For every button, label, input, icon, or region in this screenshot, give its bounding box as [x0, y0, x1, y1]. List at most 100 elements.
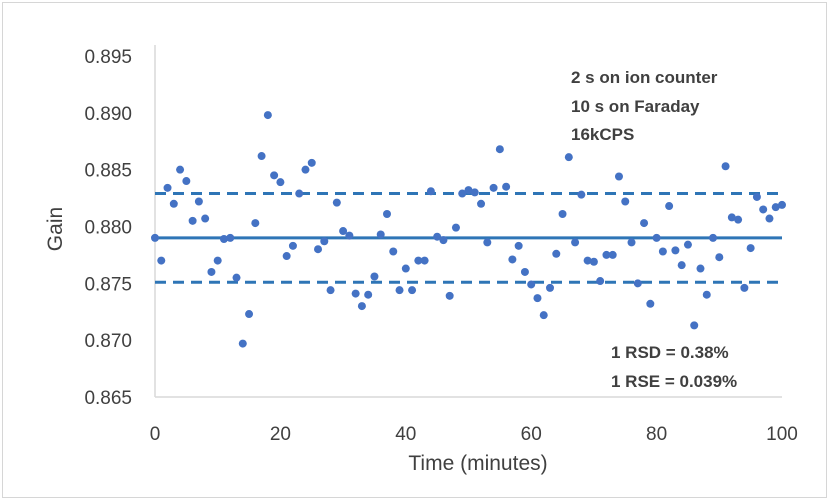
data-point [633, 279, 642, 288]
data-point [401, 264, 410, 273]
x-tick-label: 60 [521, 424, 542, 445]
data-point [451, 223, 460, 232]
x-tick-label: 20 [270, 424, 291, 445]
data-point [332, 198, 341, 207]
x-tick-label: 80 [646, 424, 667, 445]
data-point [420, 256, 429, 265]
data-point [389, 247, 398, 256]
data-point [282, 252, 291, 261]
y-axis-title: Gain [44, 207, 67, 251]
y-tick-label: 0.885 [84, 161, 132, 182]
data-point [301, 165, 310, 174]
data-point [778, 200, 786, 209]
data-point [715, 253, 724, 262]
data-point [433, 232, 442, 241]
data-point [646, 299, 655, 308]
data-point [188, 216, 197, 225]
data-point [232, 273, 241, 282]
data-point [251, 219, 260, 228]
data-point [357, 302, 366, 311]
data-point [759, 205, 768, 214]
data-point [163, 183, 172, 192]
data-point [752, 192, 761, 201]
annotation-kcps: 16kCPS [571, 125, 634, 144]
data-point [339, 227, 348, 236]
data-point [621, 197, 630, 206]
data-point [746, 244, 755, 253]
data-point [596, 277, 605, 286]
data-point [151, 233, 159, 242]
x-tick-labels: 0 20 40 60 80 100 [150, 424, 798, 445]
data-points [151, 111, 786, 348]
data-point [257, 152, 266, 161]
data-point [157, 256, 166, 265]
data-point [245, 310, 254, 319]
data-point [690, 321, 699, 330]
data-point [702, 290, 711, 299]
data-point [677, 261, 686, 270]
x-axis-title: Time (minutes) [408, 452, 547, 475]
y-tick-label: 0.880 [84, 218, 132, 239]
data-point [514, 241, 523, 250]
data-point [345, 231, 354, 240]
data-point [640, 219, 649, 228]
data-point [589, 257, 598, 266]
data-point [395, 286, 404, 295]
data-point [495, 145, 504, 154]
y-tick-label: 0.895 [84, 47, 132, 68]
data-point [288, 241, 297, 250]
data-point [426, 187, 435, 196]
data-point [740, 283, 749, 292]
data-point [326, 286, 335, 295]
data-point [263, 111, 272, 120]
data-point [408, 286, 417, 295]
data-point [652, 233, 661, 242]
data-point [552, 249, 561, 258]
data-point [727, 213, 736, 222]
data-point [564, 153, 573, 162]
data-point [439, 236, 448, 245]
data-point [683, 240, 692, 249]
data-point [470, 188, 479, 197]
data-point [608, 250, 617, 259]
data-point [238, 339, 247, 348]
data-point [458, 189, 467, 198]
data-point [483, 238, 492, 247]
data-point [508, 255, 517, 264]
data-point [671, 246, 680, 255]
data-point [477, 199, 486, 208]
data-point [176, 165, 185, 174]
axes [154, 45, 782, 398]
data-point [364, 290, 373, 299]
data-point [376, 230, 385, 239]
data-point [627, 238, 636, 247]
data-point [520, 267, 529, 276]
x-tick-label: 40 [395, 424, 416, 445]
data-point [314, 245, 323, 254]
x-tick-label: 0 [150, 424, 161, 445]
data-point [276, 178, 285, 187]
y-tick-label: 0.865 [84, 388, 132, 409]
annotation-ion-counter: 2 s on ion counter [571, 68, 718, 87]
data-point [558, 209, 567, 218]
data-point [307, 158, 316, 167]
y-tick-labels: 0.865 0.870 0.875 0.880 0.885 0.890 0.895 [84, 47, 132, 409]
reference-lines [155, 192, 782, 284]
data-point [658, 247, 667, 256]
y-tick-label: 0.870 [84, 331, 132, 352]
data-point [546, 283, 555, 292]
data-point [320, 237, 329, 246]
data-point [207, 267, 216, 276]
data-point [571, 238, 580, 247]
data-point [219, 235, 228, 244]
data-point [213, 256, 222, 265]
data-point [489, 183, 498, 192]
annotation-rsd: 1 RSD = 0.38% [611, 343, 729, 362]
data-point [721, 162, 730, 171]
data-point [765, 214, 774, 223]
data-point [270, 171, 279, 180]
data-point [295, 189, 304, 198]
data-point [771, 203, 780, 212]
